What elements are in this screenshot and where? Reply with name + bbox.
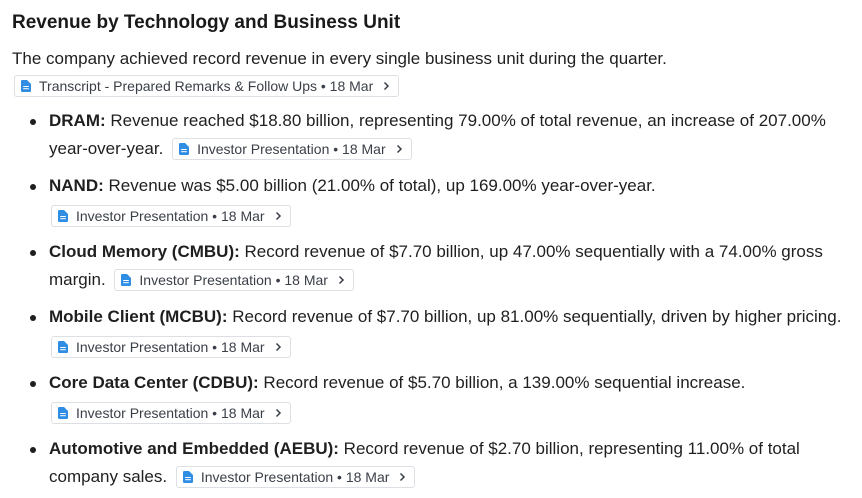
- item-label: Cloud Memory (CMBU):: [49, 242, 240, 261]
- source-chip-label: Investor Presentation • 18 Mar: [76, 207, 265, 224]
- item-label: NAND:: [49, 176, 104, 195]
- chevron-right-icon: [400, 472, 406, 481]
- source-chip-label: Transcript - Prepared Remarks & Follow U…: [39, 78, 374, 94]
- chevron-right-icon: [275, 408, 281, 417]
- document-icon: [58, 209, 68, 222]
- source-chip-investor-presentation[interactable]: Investor Presentation • 18 Mar: [51, 204, 291, 227]
- document-icon: [21, 80, 31, 92]
- chevron-right-icon: [384, 81, 390, 91]
- item-label: DRAM:: [49, 111, 106, 130]
- bullet: [30, 119, 36, 125]
- item-text: Record revenue of $7.70 billion, up 81.0…: [227, 307, 842, 326]
- bullet: [30, 184, 36, 190]
- business-unit-list: DRAM: Revenue reached $18.80 billion, re…: [12, 107, 850, 491]
- source-chip-investor-presentation[interactable]: Investor Presentation • 18 Mar: [114, 268, 354, 291]
- source-line: Investor Presentation • 18 Mar: [51, 332, 850, 360]
- list-item-aebu: Automotive and Embedded (AEBU): Record r…: [12, 435, 850, 491]
- list-item-cmbu: Cloud Memory (CMBU): Record revenue of $…: [12, 238, 850, 294]
- list-item-mcbu: Mobile Client (MCBU): Record revenue of …: [12, 303, 850, 360]
- source-line: Investor Presentation • 18 Mar: [51, 201, 850, 229]
- document-icon: [179, 142, 190, 155]
- bullet: [30, 381, 36, 387]
- chevron-right-icon: [275, 211, 281, 220]
- item-text: Record revenue of $2.70 billion, represe…: [49, 439, 800, 486]
- item-label: Automotive and Embedded (AEBU):: [49, 439, 339, 458]
- source-chip-label: Investor Presentation • 18 Mar: [139, 271, 328, 288]
- list-item-dram: DRAM: Revenue reached $18.80 billion, re…: [12, 107, 850, 163]
- document-icon: [58, 340, 68, 353]
- source-chip-label: Investor Presentation • 18 Mar: [76, 338, 265, 355]
- item-label: Core Data Center (CDBU):: [49, 373, 259, 392]
- bullet: [30, 447, 36, 453]
- document-icon: [58, 406, 68, 419]
- item-text: Record revenue of $7.70 billion, up 47.0…: [49, 242, 823, 289]
- intro-source: Transcript - Prepared Remarks & Follow U…: [14, 75, 850, 97]
- source-chip-label: Investor Presentation • 18 Mar: [200, 468, 390, 485]
- chevron-right-icon: [275, 342, 281, 351]
- item-label: Mobile Client (MCBU):: [49, 307, 228, 326]
- bullet: [30, 250, 36, 256]
- source-chip-investor-presentation[interactable]: Investor Presentation • 18 Mar: [172, 137, 412, 160]
- item-text: Revenue reached $18.80 billion, represen…: [49, 111, 826, 158]
- source-chip-label: Investor Presentation • 18 Mar: [76, 404, 265, 421]
- source-line: Investor Presentation • 18 Mar: [51, 398, 850, 426]
- source-chip-investor-presentation[interactable]: Investor Presentation • 18 Mar: [51, 401, 291, 424]
- source-chip-investor-presentation[interactable]: Investor Presentation • 18 Mar: [51, 335, 291, 358]
- item-text: Record revenue of $5.70 billion, a 139.0…: [258, 373, 746, 392]
- source-chip-investor-presentation[interactable]: Investor Presentation • 18 Mar: [175, 465, 416, 488]
- chevron-right-icon: [396, 144, 402, 153]
- list-item-cdbu: Core Data Center (CDBU): Record revenue …: [12, 369, 850, 426]
- bullet: [30, 315, 36, 321]
- item-text: Revenue was $5.00 billion (21.00% of tot…: [103, 176, 656, 195]
- source-chip-label: Investor Presentation • 18 Mar: [197, 140, 386, 157]
- chevron-right-icon: [338, 275, 345, 284]
- document-icon: [182, 470, 193, 483]
- intro-text: The company achieved record revenue in e…: [12, 49, 667, 68]
- list-item-nand: NAND: Revenue was $5.00 billion (21.00% …: [12, 172, 850, 229]
- source-chip-transcript[interactable]: Transcript - Prepared Remarks & Follow U…: [14, 75, 400, 97]
- document-icon: [121, 273, 132, 286]
- section-title: Revenue by Technology and Business Unit: [12, 12, 401, 33]
